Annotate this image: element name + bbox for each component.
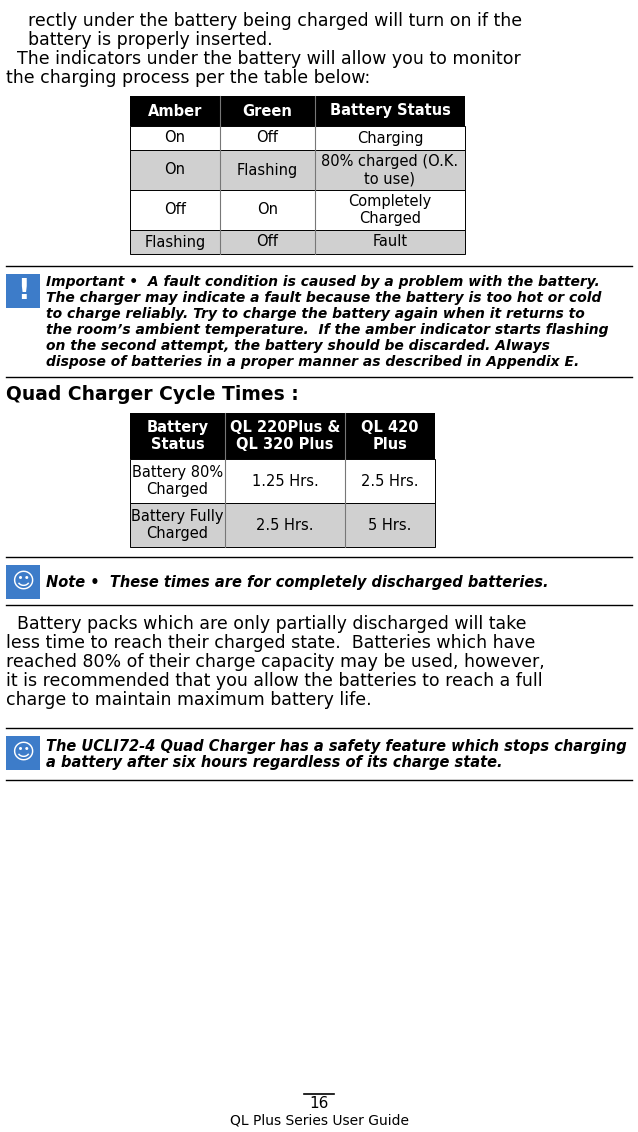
- Text: Off: Off: [256, 130, 278, 146]
- Bar: [130, 503, 435, 547]
- Text: Quad Charger Cycle Times :: Quad Charger Cycle Times :: [6, 385, 299, 404]
- Text: QL 420
Plus: QL 420 Plus: [361, 420, 419, 452]
- Text: Completely
Charged: Completely Charged: [348, 194, 432, 226]
- Bar: [6, 274, 40, 308]
- Bar: [130, 413, 435, 458]
- Text: Amber: Amber: [148, 103, 202, 119]
- Text: rectly under the battery being charged will turn on if the: rectly under the battery being charged w…: [6, 12, 522, 31]
- Text: Battery Status: Battery Status: [330, 103, 450, 119]
- Text: the room’s ambient temperature.  If the amber indicator starts flashing: the room’s ambient temperature. If the a…: [46, 323, 609, 337]
- Text: less time to reach their charged state.  Batteries which have: less time to reach their charged state. …: [6, 634, 535, 652]
- Text: 16: 16: [309, 1096, 329, 1110]
- Text: The indicators under the battery will allow you to monitor: The indicators under the battery will al…: [6, 50, 521, 68]
- Text: Important •  A fault condition is caused by a problem with the battery.: Important • A fault condition is caused …: [46, 275, 600, 289]
- Text: the charging process per the table below:: the charging process per the table below…: [6, 69, 370, 87]
- Bar: [130, 96, 465, 126]
- Bar: [130, 458, 435, 503]
- Text: On: On: [165, 130, 186, 146]
- Text: Off: Off: [256, 234, 278, 249]
- Text: dispose of batteries in a proper manner as described in Appendix E.: dispose of batteries in a proper manner …: [46, 355, 579, 369]
- Text: 5 Hrs.: 5 Hrs.: [368, 517, 412, 532]
- Text: battery is properly inserted.: battery is properly inserted.: [6, 31, 272, 49]
- Text: QL 220Plus &
QL 320 Plus: QL 220Plus & QL 320 Plus: [230, 420, 340, 452]
- Text: a battery after six hours regardless of its charge state.: a battery after six hours regardless of …: [46, 755, 503, 770]
- Text: on the second attempt, the battery should be discarded. Always: on the second attempt, the battery shoul…: [46, 338, 550, 353]
- Text: charge to maintain maximum battery life.: charge to maintain maximum battery life.: [6, 691, 371, 709]
- Text: Fault: Fault: [373, 234, 408, 249]
- Text: 2.5 Hrs.: 2.5 Hrs.: [256, 517, 314, 532]
- Text: Flashing: Flashing: [144, 234, 205, 249]
- Text: On: On: [165, 163, 186, 178]
- Bar: [130, 151, 465, 190]
- Text: ☺: ☺: [11, 572, 34, 592]
- Text: 1.25 Hrs.: 1.25 Hrs.: [251, 473, 318, 489]
- Text: !: !: [17, 277, 29, 305]
- Text: Green: Green: [242, 103, 292, 119]
- Text: 2.5 Hrs.: 2.5 Hrs.: [361, 473, 419, 489]
- Bar: [6, 736, 40, 770]
- Text: The UCLI72-4 Quad Charger has a safety feature which stops charging: The UCLI72-4 Quad Charger has a safety f…: [46, 739, 627, 754]
- Bar: [6, 565, 40, 599]
- Bar: [130, 230, 465, 254]
- Text: Charging: Charging: [357, 130, 423, 146]
- Text: Battery
Status: Battery Status: [147, 420, 209, 452]
- Text: Battery packs which are only partially discharged will take: Battery packs which are only partially d…: [6, 615, 526, 633]
- Bar: [130, 190, 465, 230]
- Text: Flashing: Flashing: [237, 163, 298, 178]
- Text: QL Plus Series User Guide: QL Plus Series User Guide: [230, 1114, 408, 1127]
- Text: On: On: [257, 203, 278, 217]
- Text: The charger may indicate a fault because the battery is too hot or cold: The charger may indicate a fault because…: [46, 291, 602, 305]
- Text: reached 80% of their charge capacity may be used, however,: reached 80% of their charge capacity may…: [6, 653, 545, 671]
- Bar: [130, 126, 465, 151]
- Text: Note •  These times are for completely discharged batteries.: Note • These times are for completely di…: [46, 575, 549, 590]
- Text: Off: Off: [164, 203, 186, 217]
- Text: 80% charged (O.K.
to use): 80% charged (O.K. to use): [322, 154, 459, 186]
- Text: it is recommended that you allow the batteries to reach a full: it is recommended that you allow the bat…: [6, 672, 543, 691]
- Text: to charge reliably. Try to charge the battery again when it returns to: to charge reliably. Try to charge the ba…: [46, 307, 585, 321]
- Text: Battery 80%
Charged: Battery 80% Charged: [132, 465, 223, 497]
- Text: Battery Fully
Charged: Battery Fully Charged: [131, 508, 224, 541]
- Text: ☺: ☺: [11, 743, 34, 763]
